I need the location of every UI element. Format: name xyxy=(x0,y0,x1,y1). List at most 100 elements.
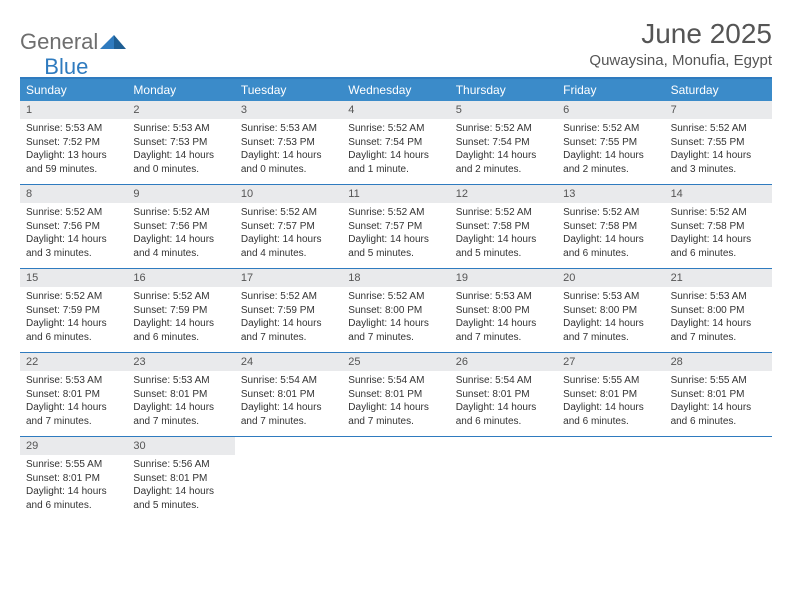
day-body: Sunrise: 5:52 AMSunset: 7:58 PMDaylight:… xyxy=(557,206,664,260)
day-cell: 30Sunrise: 5:56 AMSunset: 8:01 PMDayligh… xyxy=(127,437,234,520)
sunrise-text: Sunrise: 5:53 AM xyxy=(133,122,228,136)
day-number: 6 xyxy=(557,101,664,119)
day-body: Sunrise: 5:55 AMSunset: 8:01 PMDaylight:… xyxy=(557,374,664,428)
day-cell: 15 Sunrise: 5:52 AMSunset: 7:59 PMDayligh… xyxy=(20,269,127,352)
day-number: 29 xyxy=(20,437,127,455)
sunrise-text: Sunrise: 5:52 AM xyxy=(563,122,658,136)
daylight-line2: and 6 minutes. xyxy=(456,415,551,429)
daylight-line1: Daylight: 14 hours xyxy=(133,317,228,331)
daylight-line2: and 4 minutes. xyxy=(241,247,336,261)
day-cell: 10Sunrise: 5:52 AMSunset: 7:57 PMDayligh… xyxy=(235,185,342,268)
daylight-line2: and 5 minutes. xyxy=(348,247,443,261)
sunrise-text: Sunrise: 5:52 AM xyxy=(133,206,228,220)
daylight-line1: Daylight: 14 hours xyxy=(133,401,228,415)
day-body: Sunrise: 5:53 AMSunset: 8:00 PMDaylight:… xyxy=(665,290,772,344)
daylight-line1: Daylight: 13 hours xyxy=(26,149,121,163)
daylight-line2: and 7 minutes. xyxy=(456,331,551,345)
sunset-text: Sunset: 8:01 PM xyxy=(456,388,551,402)
daylight-line1: Daylight: 14 hours xyxy=(671,149,766,163)
weekday-header: Monday xyxy=(127,79,234,101)
sunset-text: Sunset: 7:59 PM xyxy=(26,304,121,318)
day-cell: 23Sunrise: 5:53 AMSunset: 8:01 PMDayligh… xyxy=(127,353,234,436)
sunset-text: Sunset: 7:53 PM xyxy=(133,136,228,150)
daylight-line1: Daylight: 14 hours xyxy=(563,317,658,331)
day-number: 16 xyxy=(127,269,234,287)
daylight-line2: and 5 minutes. xyxy=(133,499,228,513)
week-row: 15Sunrise: 5:52 AMSunset: 7:59 PMDayligh… xyxy=(20,268,772,352)
daylight-line1: Daylight: 14 hours xyxy=(26,401,121,415)
sunrise-text: Sunrise: 5:52 AM xyxy=(671,206,766,220)
weekday-header: Friday xyxy=(557,79,664,101)
day-number: 24 xyxy=(235,353,342,371)
daylight-line2: and 6 minutes. xyxy=(563,247,658,261)
sunset-text: Sunset: 7:54 PM xyxy=(456,136,551,150)
daylight-line2: and 4 minutes. xyxy=(133,247,228,261)
day-body: Sunrise: 5:52 AMSunset: 7:56 PMDaylight:… xyxy=(127,206,234,260)
day-body: Sunrise: 5:56 AMSunset: 8:01 PMDaylight:… xyxy=(127,458,234,512)
daylight-line1: Daylight: 14 hours xyxy=(241,149,336,163)
sunset-text: Sunset: 8:01 PM xyxy=(348,388,443,402)
daylight-line2: and 2 minutes. xyxy=(563,163,658,177)
daylight-line2: and 6 minutes. xyxy=(671,415,766,429)
day-cell: 19Sunrise: 5:53 AMSunset: 8:00 PMDayligh… xyxy=(450,269,557,352)
sunrise-text: Sunrise: 5:52 AM xyxy=(26,206,121,220)
day-number: 26 xyxy=(450,353,557,371)
day-body: Sunrise: 5:55 AMSunset: 8:01 PMDaylight:… xyxy=(20,458,127,512)
day-cell xyxy=(342,437,449,520)
day-number: 18 xyxy=(342,269,449,287)
sunrise-text: Sunrise: 5:52 AM xyxy=(26,290,121,304)
daylight-line2: and 5 minutes. xyxy=(456,247,551,261)
daylight-line1: Daylight: 14 hours xyxy=(241,233,336,247)
day-body: Sunrise: 5:52 AMSunset: 7:54 PMDaylight:… xyxy=(342,122,449,176)
day-number: 20 xyxy=(557,269,664,287)
day-body: Sunrise: 5:52 AMSunset: 7:57 PMDaylight:… xyxy=(342,206,449,260)
sunrise-text: Sunrise: 5:52 AM xyxy=(241,290,336,304)
sunset-text: Sunset: 7:52 PM xyxy=(26,136,121,150)
sunrise-text: Sunrise: 5:54 AM xyxy=(241,374,336,388)
day-cell: 14Sunrise: 5:52 AMSunset: 7:58 PMDayligh… xyxy=(665,185,772,268)
day-cell: 29 Sunrise: 5:55 AMSunset: 8:01 PMDayligh… xyxy=(20,437,127,520)
sunrise-text: Sunrise: 5:52 AM xyxy=(133,290,228,304)
day-number: 15 xyxy=(20,269,127,287)
day-cell: 7Sunrise: 5:52 AMSunset: 7:55 PMDaylight… xyxy=(665,101,772,184)
day-number: 8 xyxy=(20,185,127,203)
calendar-grid: Sunday Monday Tuesday Wednesday Thursday… xyxy=(20,77,772,520)
sunset-text: Sunset: 7:55 PM xyxy=(563,136,658,150)
sunset-text: Sunset: 7:59 PM xyxy=(241,304,336,318)
day-cell: 8Sunrise: 5:52 AMSunset: 7:56 PMDaylight… xyxy=(20,185,127,268)
day-number: 19 xyxy=(450,269,557,287)
daylight-line1: Daylight: 14 hours xyxy=(26,233,121,247)
day-cell: 24Sunrise: 5:54 AMSunset: 8:01 PMDayligh… xyxy=(235,353,342,436)
daylight-line2: and 6 minutes. xyxy=(26,499,121,513)
daylight-line1: Daylight: 14 hours xyxy=(26,317,121,331)
sunrise-text: Sunrise: 5:52 AM xyxy=(348,206,443,220)
month-title: June 2025 xyxy=(589,18,772,50)
daylight-line1: Daylight: 14 hours xyxy=(671,233,766,247)
day-cell: 20Sunrise: 5:53 AMSunset: 8:00 PMDayligh… xyxy=(557,269,664,352)
sunrise-text: Sunrise: 5:53 AM xyxy=(241,122,336,136)
daylight-line1: Daylight: 14 hours xyxy=(133,149,228,163)
sunset-text: Sunset: 8:01 PM xyxy=(563,388,658,402)
day-cell: 27Sunrise: 5:55 AMSunset: 8:01 PMDayligh… xyxy=(557,353,664,436)
day-number: 11 xyxy=(342,185,449,203)
sunrise-text: Sunrise: 5:55 AM xyxy=(26,458,121,472)
sunset-text: Sunset: 8:01 PM xyxy=(26,388,121,402)
title-block: June 2025 Quwaysina, Monufia, Egypt xyxy=(589,18,772,69)
daylight-line2: and 7 minutes. xyxy=(241,415,336,429)
day-number: 23 xyxy=(127,353,234,371)
sunset-text: Sunset: 7:57 PM xyxy=(241,220,336,234)
daylight-line2: and 0 minutes. xyxy=(133,163,228,177)
daylight-line2: and 7 minutes. xyxy=(26,415,121,429)
day-cell: 17Sunrise: 5:52 AMSunset: 7:59 PMDayligh… xyxy=(235,269,342,352)
day-number: 28 xyxy=(665,353,772,371)
daylight-line2: and 7 minutes. xyxy=(348,331,443,345)
daylight-line1: Daylight: 14 hours xyxy=(456,317,551,331)
day-cell: 21Sunrise: 5:53 AMSunset: 8:00 PMDayligh… xyxy=(665,269,772,352)
day-number: 7 xyxy=(665,101,772,119)
weeks-container: 1Sunrise: 5:53 AMSunset: 7:52 PMDaylight… xyxy=(20,101,772,520)
day-number: 25 xyxy=(342,353,449,371)
brand-part1: General xyxy=(20,29,98,55)
day-number: 12 xyxy=(450,185,557,203)
day-number: 3 xyxy=(235,101,342,119)
sunset-text: Sunset: 8:01 PM xyxy=(671,388,766,402)
